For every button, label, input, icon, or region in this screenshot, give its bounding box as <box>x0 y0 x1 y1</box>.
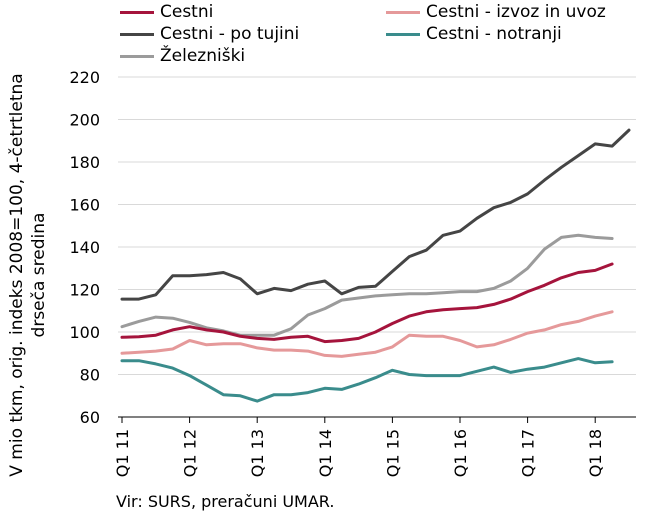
y-tick-label: 80 <box>80 366 100 385</box>
x-tick-label: Q1 15 <box>383 429 402 477</box>
x-tick-label: Q1 16 <box>451 429 470 477</box>
legend: Cestni Cestni - izvoz in uvoz Cestni - p… <box>0 0 667 70</box>
legend-swatch <box>386 10 420 14</box>
source-note: Vir: SURS, preračuni UMAR. <box>116 492 335 511</box>
legend-swatch <box>120 32 154 36</box>
axes <box>118 416 636 423</box>
legend-item-zelezniski: Železniški <box>120 46 245 66</box>
y-tick-label: 120 <box>69 281 100 300</box>
legend-item-cestni-izvoz-uvoz: Cestni - izvoz in uvoz <box>386 2 606 22</box>
legend-label: Cestni - po tujini <box>160 24 300 44</box>
x-tick-label: Q1 17 <box>519 429 538 477</box>
legend-item-cestni: Cestni <box>120 2 213 22</box>
y-tick-label: 180 <box>69 153 100 172</box>
legend-swatch <box>120 54 154 58</box>
y-axis-label: V mio tkm, orig. indeks 2008=100, 4-četr… <box>6 70 50 480</box>
x-tick-label: Q1 12 <box>181 429 200 477</box>
series-line-cestni <box>120 262 614 344</box>
y-axis-label-line2: drseča sredina <box>29 212 49 338</box>
y-tick-labels: 60 80 100 120 140 160 180 200 220 <box>69 68 100 427</box>
x-tick-labels: Q1 11 Q1 12 Q1 13 Q1 14 Q1 15 Q1 16 Q1 17 Q1 18 <box>113 429 605 477</box>
y-tick-label: 220 <box>69 68 100 87</box>
legend-label: Cestni <box>160 2 214 22</box>
legend-swatch <box>386 32 420 36</box>
legend-label: Cestni - notranji <box>426 24 562 44</box>
legend-label: Cestni - izvoz in uvoz <box>426 2 606 22</box>
series-line--elezni-ki <box>120 233 614 337</box>
legend-label: Železniški <box>160 46 246 66</box>
x-tick-label: Q1 11 <box>113 429 132 477</box>
y-tick-label: 140 <box>69 238 100 257</box>
series-line-cestni-po-tujini <box>120 128 631 301</box>
x-tick-label: Q1 14 <box>316 429 335 477</box>
x-tick-label: Q1 18 <box>586 429 605 477</box>
legend-item-cestni-po-tujini: Cestni - po tujini <box>120 24 299 44</box>
y-tick-label: 100 <box>69 323 100 342</box>
series-lines <box>120 128 631 403</box>
y-axis-label-line1: V mio tkm, orig. indeks 2008=100, 4-četr… <box>7 73 27 477</box>
series-line-cestni-notranji <box>120 357 614 403</box>
gridlines <box>118 76 636 375</box>
y-tick-label: 60 <box>80 408 100 427</box>
legend-swatch <box>120 10 154 14</box>
x-tick-label: Q1 13 <box>248 429 267 477</box>
series-line-cestni-izvoz-in-uvoz <box>120 310 614 358</box>
legend-item-cestni-notranji: Cestni - notranji <box>386 24 562 44</box>
y-tick-label: 200 <box>69 111 100 130</box>
y-tick-label: 160 <box>69 196 100 215</box>
